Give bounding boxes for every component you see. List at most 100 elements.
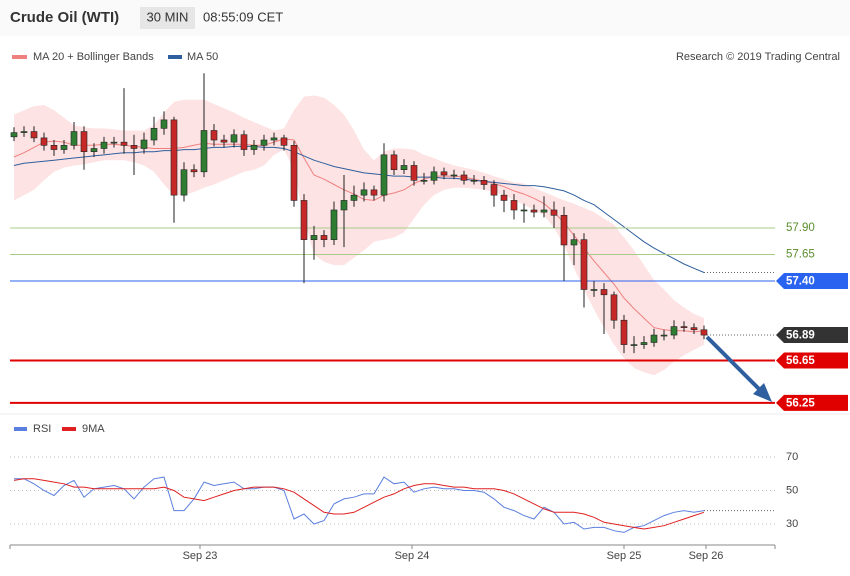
candle-body xyxy=(680,326,688,328)
y-tick-label: 30 xyxy=(786,518,798,530)
time: 08:55:09 CET xyxy=(203,9,283,24)
candle-body xyxy=(430,171,438,181)
candle-body xyxy=(590,289,598,291)
source: Research © 2019 Trading Central xyxy=(676,51,840,63)
x-tick-label: Sep 23 xyxy=(183,550,218,562)
candle-body xyxy=(700,329,708,336)
candle-body xyxy=(440,171,448,176)
candle-body xyxy=(450,174,458,177)
candle-body xyxy=(50,145,58,150)
candle-body xyxy=(620,319,628,345)
candle-body xyxy=(410,165,418,181)
candle-body xyxy=(500,194,508,201)
candle-body xyxy=(650,334,658,343)
candle-body xyxy=(150,128,158,141)
candle-body xyxy=(120,141,128,146)
candle-body xyxy=(380,154,388,196)
candle-body xyxy=(260,139,268,146)
level-label: 57.40 xyxy=(786,276,815,288)
candle-body xyxy=(640,342,648,345)
candle-body xyxy=(280,137,288,146)
candle-body xyxy=(180,169,188,196)
candle-body xyxy=(660,334,668,337)
candle-body xyxy=(170,119,178,196)
level-label: 56.89 xyxy=(786,330,815,342)
interval: 30 MIN xyxy=(147,9,189,24)
candle-body xyxy=(250,145,258,150)
y-tick-label: 50 xyxy=(786,484,798,496)
candle-body xyxy=(550,209,558,216)
candle-body xyxy=(80,131,88,152)
forecast-arrow xyxy=(705,335,772,402)
candle-body xyxy=(690,327,698,331)
candle-body xyxy=(370,189,378,196)
candle-body xyxy=(670,326,678,336)
candle-body xyxy=(570,239,578,246)
candle-body xyxy=(20,131,28,133)
candle-body xyxy=(340,200,348,211)
candle-body xyxy=(520,209,528,212)
candle-body xyxy=(230,134,238,143)
level-label: 57.90 xyxy=(786,222,815,234)
level-label: 56.25 xyxy=(786,397,815,409)
series-line xyxy=(14,476,705,533)
candle-body xyxy=(480,180,488,185)
level-label-box xyxy=(776,394,848,411)
x-tick-label: Sep 25 xyxy=(607,550,642,562)
candle-body xyxy=(30,131,38,139)
candle-body xyxy=(140,139,148,149)
candle-body xyxy=(270,137,278,141)
candle-body xyxy=(630,344,638,346)
interval-box xyxy=(140,7,195,29)
candle-body xyxy=(530,209,538,213)
header-bar xyxy=(0,0,850,36)
legend-label: 9MA xyxy=(82,423,105,435)
bollinger-band xyxy=(14,95,704,376)
candle-body xyxy=(360,189,368,196)
candle-body xyxy=(420,180,428,182)
series-line xyxy=(13,478,705,530)
arrow-shaft xyxy=(705,335,764,394)
instrument-title: Crude Oil (WTI) xyxy=(10,9,119,26)
legend-label: MA 20 + Bollinger Bands xyxy=(33,51,154,63)
candle-body xyxy=(10,132,18,138)
candle-body xyxy=(240,134,248,150)
candle-body xyxy=(130,145,138,149)
candle-body xyxy=(510,200,518,211)
level-label-box xyxy=(776,273,848,289)
x-tick-label: Sep 26 xyxy=(689,550,724,562)
candle-body xyxy=(330,209,338,240)
candle-body xyxy=(220,139,228,143)
candle-body xyxy=(540,209,548,213)
candle-body xyxy=(70,131,78,146)
candle-body xyxy=(470,180,478,182)
candle-body xyxy=(580,239,588,290)
level-label-box xyxy=(776,327,848,344)
candle-body xyxy=(300,200,308,240)
candle-body xyxy=(190,169,198,173)
candle-body xyxy=(390,154,398,171)
candle-body xyxy=(60,145,68,150)
candle-body xyxy=(40,137,48,146)
candle-body xyxy=(160,119,168,129)
candle-body xyxy=(200,130,208,173)
candle-body xyxy=(560,214,568,246)
candle-body xyxy=(460,174,468,181)
legend-label: MA 50 xyxy=(187,51,218,63)
candle-body xyxy=(400,165,408,171)
level-label-box xyxy=(776,352,848,369)
candle-body xyxy=(90,148,98,152)
level-label: 56.65 xyxy=(786,355,815,367)
candle-body xyxy=(210,130,218,141)
candle-body xyxy=(290,145,298,201)
arrow-head xyxy=(753,383,772,402)
level-label: 57.65 xyxy=(786,249,815,261)
candle-body xyxy=(100,141,108,149)
candle-body xyxy=(490,184,498,196)
plot-area: 57.90 57.65 57.40 56.89 56.65 56.25 30 50 70 Sep … xyxy=(9,73,848,562)
y-tick-label: 70 xyxy=(786,451,798,463)
legend-label: RSI xyxy=(33,423,51,435)
x-tick-label: Sep 24 xyxy=(395,550,430,562)
